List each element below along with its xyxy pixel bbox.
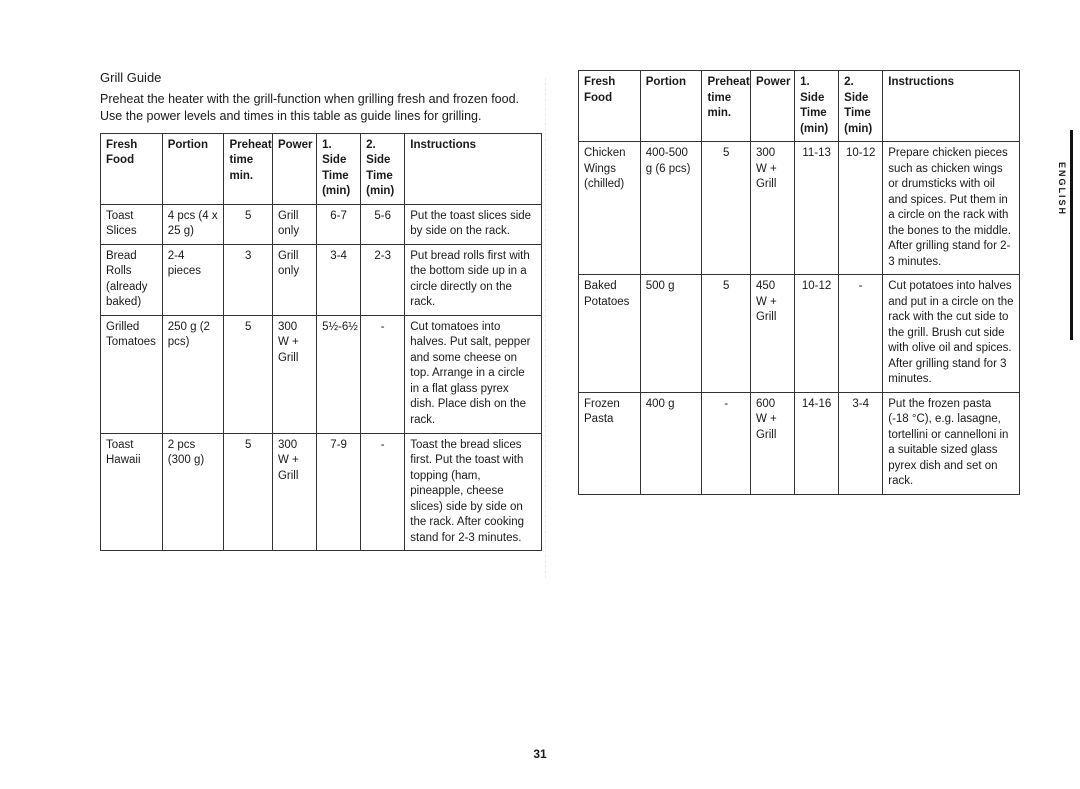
cell-power: 450 W + Grill: [750, 275, 794, 393]
cell-portion: 2 pcs (300 g): [162, 433, 224, 551]
cell-instructions: Put the toast slices side by side on the…: [405, 204, 542, 244]
col-side2: 2. Side Time (min): [839, 71, 883, 142]
col-food: Fresh Food: [101, 133, 163, 204]
cell-power: 600 W + Grill: [750, 392, 794, 494]
cell-food: Toast Slices: [101, 204, 163, 244]
cell-preheat: 5: [224, 433, 273, 551]
col-preheat: Preheat time min.: [702, 71, 751, 142]
cell-side1: 10-12: [795, 275, 839, 393]
cell-power: Grill only: [272, 244, 316, 315]
cell-power: Grill only: [272, 204, 316, 244]
table-row: Chicken Wings (chilled)400-500 g (6 pcs)…: [579, 142, 1020, 275]
right-tbody: Chicken Wings (chilled)400-500 g (6 pcs)…: [579, 142, 1020, 495]
table-row: Toast Hawaii2 pcs (300 g)5300 W + Grill7…: [101, 433, 542, 551]
cell-portion: 400 g: [640, 392, 702, 494]
cell-portion: 500 g: [640, 275, 702, 393]
cell-food: Baked Potatoes: [579, 275, 641, 393]
col-portion: Portion: [162, 133, 224, 204]
cell-side1: 6-7: [317, 204, 361, 244]
page: Grill Guide Preheat the heater with the …: [0, 0, 1080, 789]
col-side1: 1. Side Time (min): [317, 133, 361, 204]
cell-power: 300 W + Grill: [750, 142, 794, 275]
section-title: Grill Guide: [100, 70, 542, 85]
cell-instructions: Put the frozen pasta (-18 °C), e.g. lasa…: [883, 392, 1020, 494]
left-tbody: Toast Slices4 pcs (4 x 25 g)5Grill only6…: [101, 204, 542, 550]
cell-side2: 3-4: [839, 392, 883, 494]
cell-food: Toast Hawaii: [101, 433, 163, 551]
col-instructions: Instructions: [405, 133, 542, 204]
cell-food: Frozen Pasta: [579, 392, 641, 494]
cell-food: Grilled Tomatoes: [101, 315, 163, 433]
col-food: Fresh Food: [579, 71, 641, 142]
cell-side1: 7-9: [317, 433, 361, 551]
table-row: Grilled Tomatoes250 g (2 pcs)5300 W + Gr…: [101, 315, 542, 433]
table-row: Bread Rolls (already baked)2-4 pieces3Gr…: [101, 244, 542, 315]
table-header-row: Fresh Food Portion Preheat time min. Pow…: [101, 133, 542, 204]
cell-side2: -: [361, 433, 405, 551]
cell-portion: 250 g (2 pcs): [162, 315, 224, 433]
cell-preheat: 5: [702, 275, 751, 393]
col-side1: 1. Side Time (min): [795, 71, 839, 142]
table-row: Baked Potatoes500 g5450 W + Grill10-12-C…: [579, 275, 1020, 393]
cell-side2: 10-12: [839, 142, 883, 275]
page-spine-fold: [545, 78, 546, 578]
table-row: Toast Slices4 pcs (4 x 25 g)5Grill only6…: [101, 204, 542, 244]
table-header-row: Fresh Food Portion Preheat time min. Pow…: [579, 71, 1020, 142]
left-column: Grill Guide Preheat the heater with the …: [100, 70, 542, 551]
cell-instructions: Put bread rolls first with the bottom si…: [405, 244, 542, 315]
col-instructions: Instructions: [883, 71, 1020, 142]
cell-instructions: Toast the bread slices first. Put the to…: [405, 433, 542, 551]
cell-side2: 5-6: [361, 204, 405, 244]
cell-side2: 2-3: [361, 244, 405, 315]
cell-side1: 14-16: [795, 392, 839, 494]
cell-portion: 4 pcs (4 x 25 g): [162, 204, 224, 244]
intro-text: Preheat the heater with the grill-functi…: [100, 91, 542, 125]
cell-preheat: 3: [224, 244, 273, 315]
cell-side2: -: [361, 315, 405, 433]
page-number: 31: [0, 747, 1080, 761]
cell-preheat: 5: [224, 204, 273, 244]
cell-portion: 400-500 g (6 pcs): [640, 142, 702, 275]
cell-side2: -: [839, 275, 883, 393]
right-column: Fresh Food Portion Preheat time min. Pow…: [578, 70, 1020, 551]
side-tab-bar: [1070, 130, 1073, 340]
col-side2: 2. Side Time (min): [361, 133, 405, 204]
cell-preheat: 5: [702, 142, 751, 275]
two-column-layout: Grill Guide Preheat the heater with the …: [100, 70, 1020, 551]
side-tab-label: ENGLISH: [1057, 162, 1067, 216]
cell-instructions: Prepare chicken pieces such as chicken w…: [883, 142, 1020, 275]
cell-side1: 3-4: [317, 244, 361, 315]
cell-food: Chicken Wings (chilled): [579, 142, 641, 275]
cell-instructions: Cut potatoes into halves and put in a ci…: [883, 275, 1020, 393]
col-portion: Portion: [640, 71, 702, 142]
table-row: Frozen Pasta400 g-600 W + Grill14-163-4P…: [579, 392, 1020, 494]
cell-side1: 5½-6½: [317, 315, 361, 433]
grill-table-right: Fresh Food Portion Preheat time min. Pow…: [578, 70, 1020, 495]
cell-preheat: -: [702, 392, 751, 494]
cell-power: 300 W + Grill: [272, 315, 316, 433]
col-power: Power: [272, 133, 316, 204]
side-tab: ENGLISH: [1055, 130, 1073, 340]
cell-preheat: 5: [224, 315, 273, 433]
grill-table-left: Fresh Food Portion Preheat time min. Pow…: [100, 133, 542, 551]
cell-portion: 2-4 pieces: [162, 244, 224, 315]
cell-instructions: Cut tomatoes into halves. Put salt, pepp…: [405, 315, 542, 433]
cell-power: 300 W + Grill: [272, 433, 316, 551]
col-preheat: Preheat time min.: [224, 133, 273, 204]
cell-side1: 11-13: [795, 142, 839, 275]
cell-food: Bread Rolls (already baked): [101, 244, 163, 315]
col-power: Power: [750, 71, 794, 142]
